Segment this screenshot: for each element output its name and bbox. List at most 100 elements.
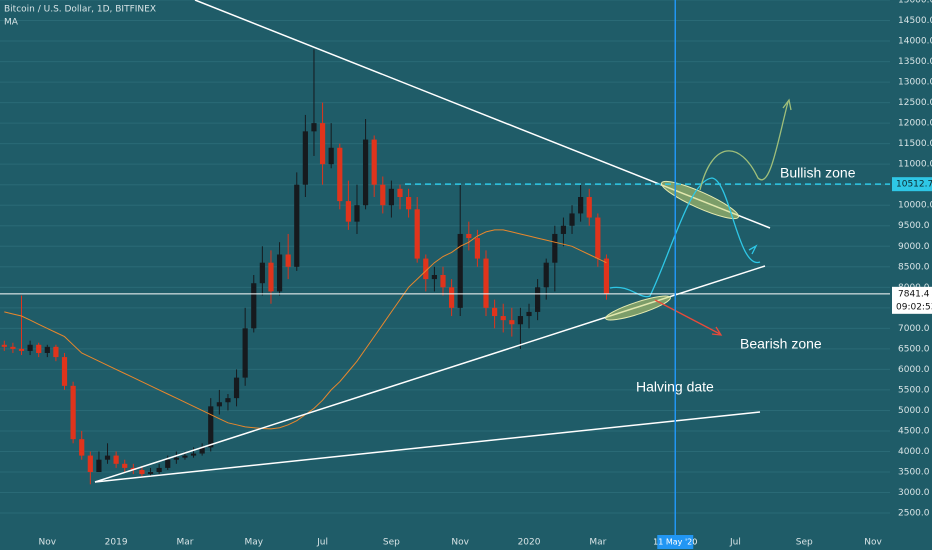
drawings	[94, 0, 792, 483]
candle-body	[156, 467, 162, 473]
candle-body	[345, 201, 351, 222]
candle-body	[18, 348, 25, 351]
candle-body	[147, 472, 154, 475]
candle-body	[268, 262, 274, 292]
candle-body	[552, 233, 558, 263]
y-tick-label: 13000.0	[898, 78, 932, 88]
y-tick-label: 9000.0	[898, 242, 930, 252]
annotation: Bullish zone	[780, 165, 856, 181]
candle-body	[440, 275, 446, 288]
candle-body	[388, 188, 394, 206]
candle-body	[595, 217, 601, 259]
candle-body	[509, 320, 515, 325]
x-tick-label: 11 May '20	[653, 538, 697, 547]
y-tick-label: 2500.0	[898, 509, 930, 519]
y-tick-label: 4500.0	[898, 426, 930, 436]
candle-body	[259, 262, 265, 284]
y-tick-label: 15000.0	[898, 0, 932, 6]
marker-label-box	[657, 535, 694, 549]
annotation: Bearish zone	[740, 336, 822, 352]
candle-body	[10, 346, 16, 349]
candle-body	[466, 233, 472, 239]
candle-body	[380, 184, 386, 206]
candle-body	[36, 344, 42, 353]
y-tick-label: 13500.0	[898, 57, 932, 67]
x-tick-label: Nov	[864, 538, 882, 548]
candle-body	[199, 447, 205, 454]
projection-curve	[609, 177, 761, 298]
candle-body	[79, 439, 85, 456]
y-tick-label: 11500.0	[898, 139, 932, 149]
candle-body	[483, 258, 489, 308]
candle-body	[397, 188, 403, 198]
x-tick-label: Nov	[39, 538, 57, 548]
candle-body	[560, 225, 567, 234]
y-tick-label: 3500.0	[898, 468, 930, 478]
y-tick-label: 5000.0	[898, 406, 930, 416]
candle-body	[302, 131, 308, 185]
y-tick-label: 6000.0	[898, 365, 930, 375]
x-tick-label: Sep	[796, 538, 813, 548]
candle-body	[535, 287, 541, 312]
candle-body	[276, 254, 283, 292]
candle-body	[113, 455, 119, 464]
candle-body	[414, 209, 420, 259]
projection-curve	[699, 101, 789, 191]
candle-body	[225, 398, 231, 403]
y-tick-label: 12000.0	[898, 119, 932, 129]
candle-body	[285, 254, 291, 267]
candle-body	[328, 147, 334, 165]
candle-body	[208, 406, 214, 448]
candle-body	[569, 213, 575, 226]
y-tick-label: 7000.0	[898, 324, 930, 334]
candle-body	[104, 455, 111, 460]
trend-line	[94, 411, 761, 483]
candle-body	[165, 459, 171, 468]
candle-body	[122, 463, 128, 468]
countdown-label: 09:02:53	[896, 302, 932, 312]
candle-body	[586, 197, 592, 218]
y-tick-label: 4000.0	[898, 447, 930, 457]
candle-body	[457, 233, 463, 308]
candle-body	[362, 139, 369, 206]
y-tick-label: 10000.0	[898, 201, 932, 211]
price-label: 10512.7	[896, 180, 932, 190]
candle-body	[319, 123, 326, 165]
candle-body	[337, 147, 343, 202]
candle-body	[190, 453, 197, 456]
zone-ellipse	[660, 180, 740, 220]
candle-body	[216, 402, 222, 407]
y-tick-label: 14500.0	[898, 16, 932, 26]
candle-body	[543, 262, 549, 288]
x-tick-label: Mar	[589, 538, 606, 548]
projection-arrow	[654, 299, 721, 335]
candle-body	[233, 377, 240, 399]
x-tick-label: Jul	[316, 538, 328, 548]
candle-body	[251, 283, 257, 329]
x-tick-label: Nov	[451, 538, 469, 548]
x-tick-label: 2019	[105, 538, 128, 548]
candle-body	[61, 357, 68, 386]
candle-body	[27, 344, 33, 351]
candle-body	[431, 275, 437, 280]
zone-ellipse	[605, 295, 671, 321]
candle-body	[139, 469, 145, 475]
candle-body	[242, 328, 248, 378]
y-tick-label: 14000.0	[898, 37, 932, 47]
candle-body	[96, 459, 102, 473]
arrow-head	[711, 326, 723, 336]
y-tick-label: 9500.0	[898, 221, 930, 231]
candle-body	[182, 455, 188, 458]
x-tick-label: Jul	[729, 538, 741, 548]
legend-entry: MA	[4, 18, 19, 28]
y-tick-label: 11000.0	[898, 160, 932, 170]
candle-body	[517, 316, 524, 325]
price-label-box	[892, 177, 932, 192]
x-tick-label: 2020	[518, 538, 541, 548]
last-price-box	[892, 286, 932, 314]
candle-body	[53, 346, 59, 358]
candle-body	[294, 184, 300, 267]
candle-body	[405, 197, 412, 210]
candle-body	[449, 287, 455, 308]
